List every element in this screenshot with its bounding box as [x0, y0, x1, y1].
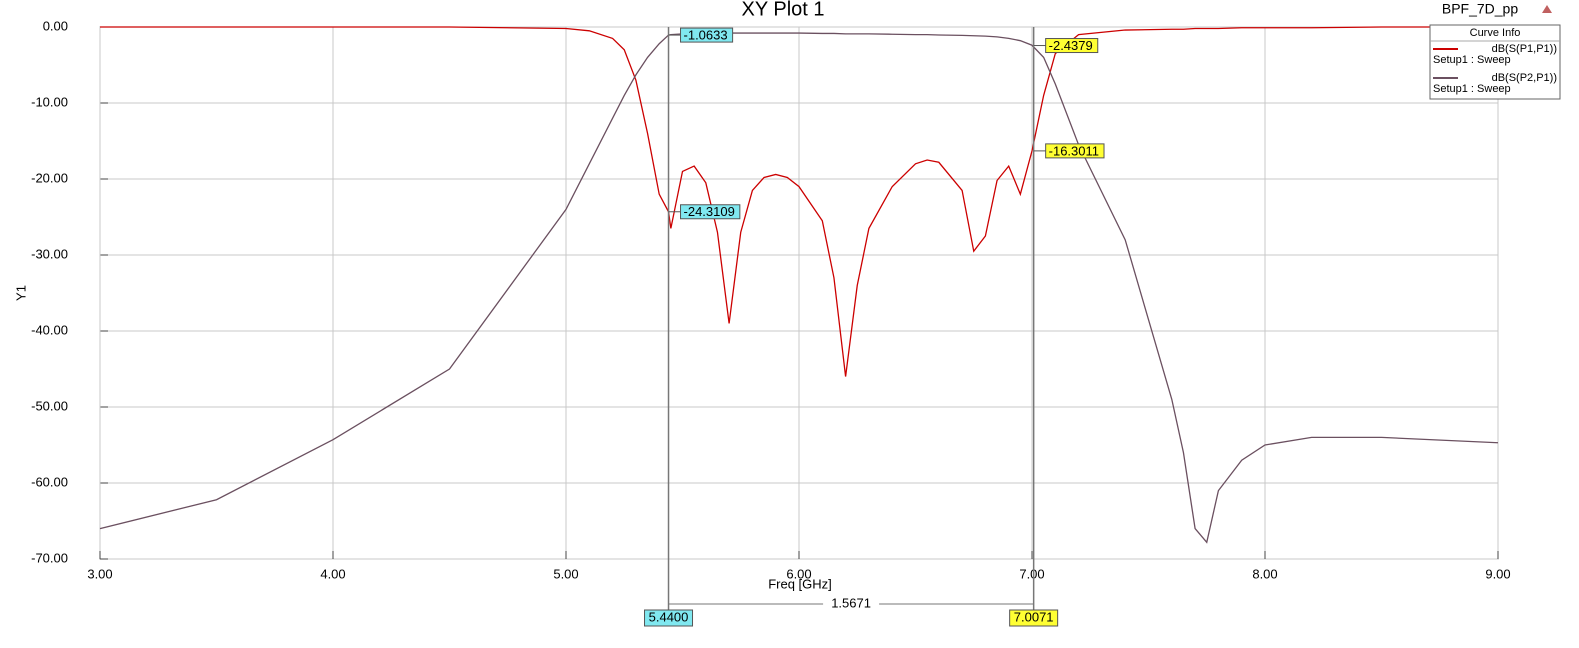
delta-label-bg: [823, 596, 880, 612]
x-tick-label: 6.00: [786, 566, 811, 581]
y-tick-label: -50.00: [31, 398, 68, 413]
marker-readout-label: -24.3109: [684, 204, 735, 219]
legend-title: Curve Info: [1470, 27, 1521, 39]
y-tick-label: -20.00: [31, 170, 68, 185]
legend-sweep: Setup1 : Sweep: [1433, 83, 1511, 95]
marker-x-box: [644, 609, 694, 627]
legend-box: [1429, 24, 1561, 100]
marker-readout: -2.4379: [1045, 38, 1099, 54]
marker-x-box: [1009, 609, 1059, 627]
marker-x-label: 5.4400: [649, 609, 689, 624]
x-tick-label: 9.00: [1485, 566, 1510, 581]
y-tick-label: -60.00: [31, 474, 68, 489]
legend-entry: dB(S(P1,P1)): [1492, 43, 1557, 55]
chart-title: XY Plot 1: [741, 0, 824, 20]
project-name: BPF_7D_pp: [1442, 1, 1518, 17]
series-line: [100, 26, 1498, 377]
marker-readout: -16.3011: [1045, 143, 1105, 159]
marker-readout-label: -1.0633: [684, 28, 728, 43]
marker-readout-box: [680, 204, 741, 220]
x-tick-label: 8.00: [1252, 566, 1277, 581]
y-tick-label: -70.00: [31, 550, 68, 565]
y-tick-label: -10.00: [31, 94, 68, 109]
x-axis-label: Freq [GHz]: [768, 576, 832, 591]
marker-readout-box: [1045, 143, 1105, 159]
x-tick-label: 7.00: [1019, 566, 1044, 581]
x-tick-label: 4.00: [320, 566, 345, 581]
y-axis-label: Y1: [13, 285, 28, 301]
marker-readout-label: -16.3011: [1049, 143, 1099, 158]
y-tick-label: -30.00: [31, 246, 68, 261]
marker-readout-label: -2.4379: [1049, 38, 1093, 53]
y-tick-label: 0.00: [43, 18, 68, 33]
series-line: [99, 32, 1499, 544]
marker-readout: -1.0633: [680, 27, 734, 43]
y-tick-label: -40.00: [31, 322, 68, 337]
x-tick-label: 5.00: [553, 566, 578, 581]
project-icon: [1542, 5, 1552, 13]
marker-readout-box: [680, 27, 734, 43]
x-tick-label: 3.00: [87, 566, 112, 581]
marker-readout: -24.3109: [680, 204, 741, 220]
legend-sweep: Setup1 : Sweep: [1433, 54, 1511, 66]
delta-label: 1.5671: [831, 595, 871, 610]
marker-x-label: 7.0071: [1014, 609, 1054, 624]
marker-readout-box: [1045, 38, 1099, 54]
legend-entry: dB(S(P2,P1)): [1492, 72, 1557, 84]
